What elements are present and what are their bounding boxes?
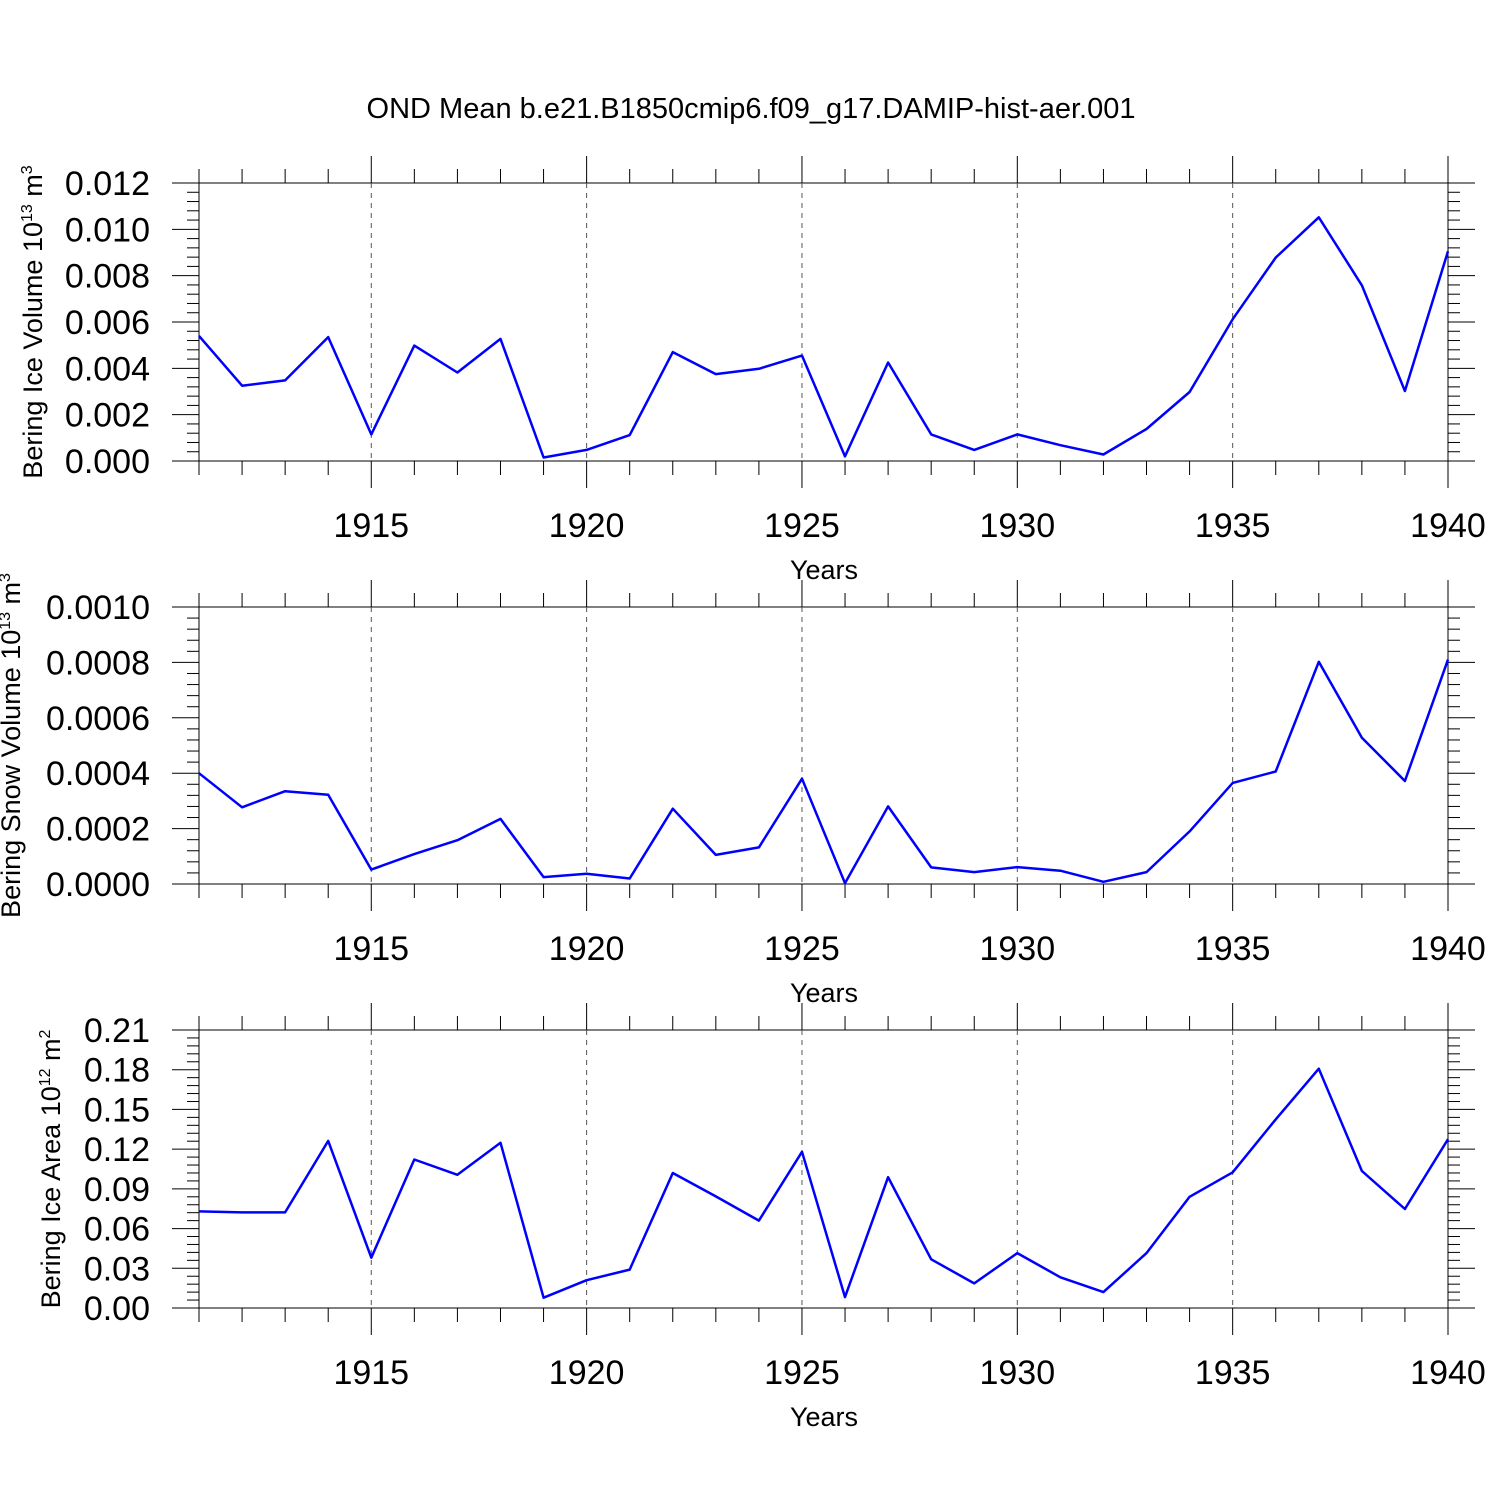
x-tick-label: 1920 (549, 1354, 625, 1392)
y-tick-label: 0.09 (84, 1171, 150, 1209)
x-tick-label: 1925 (764, 1354, 840, 1392)
y-tick-label: 0.012 (65, 165, 150, 203)
y-tick-label: 0.00 (84, 1290, 150, 1328)
x-tick-label: 1930 (979, 1354, 1055, 1392)
x-tick-label: 1925 (764, 930, 840, 968)
panel-snow-volume: 1915 1920 1925 1930 1935 1940 Years 0.0000 0.000… (0, 573, 1486, 1008)
y-tick-label: 0.010 (65, 211, 150, 249)
y-axis-title: Bering Ice Volume 1013 m3 (18, 165, 48, 478)
x-tick-label: 1940 (1410, 930, 1486, 968)
y-tick-label: 0.002 (65, 397, 150, 435)
main-title: OND Mean b.e21.B1850cmip6.f09_g17.DAMIP-… (367, 93, 1136, 125)
y-tick-label: 0.0004 (46, 755, 150, 793)
y-axis-title: Bering Ice Area 1012 m2 (36, 1029, 66, 1308)
series-line-snow-volume (198, 659, 1450, 885)
y-tick-label: 0.0008 (46, 644, 150, 682)
x-tick-label: 1925 (764, 507, 840, 545)
x-tick-label: 1930 (979, 507, 1055, 545)
x-tick-label: 1915 (333, 1354, 409, 1392)
x-tick-label: 1935 (1195, 930, 1271, 968)
x-tick-label: 1915 (333, 507, 409, 545)
x-tick-label: 1935 (1195, 507, 1271, 545)
y-tick-label: 0.06 (84, 1211, 150, 1249)
panel-ice-area: 1915 1920 1925 1930 1935 1940Years0.000.030.0… (36, 1003, 1486, 1432)
y-tick-label: 0.12 (84, 1131, 150, 1169)
x-axis-title: Years (790, 555, 858, 585)
panel-ice-volume: 1915 1920 1925 1930 1935 1940 Years 0.000 0.002 0… (18, 156, 1486, 585)
y-tick-label: 0.0006 (46, 700, 150, 738)
x-tick-label: 1940 (1410, 507, 1486, 545)
x-axis-title: Years (790, 978, 858, 1008)
series-line-ice-area (198, 1067, 1450, 1299)
y-tick-label: 0.004 (65, 350, 150, 388)
y-axis-title: Bering Snow Volume 1013 m3 (0, 573, 26, 918)
x-tick-label: 1920 (549, 930, 625, 968)
x-tick-label: 1940 (1410, 1354, 1486, 1392)
x-axis-title: Years (790, 1402, 858, 1432)
y-tick-label: 0.0000 (46, 866, 150, 904)
x-tick-label: 1915 (333, 930, 409, 968)
y-tick-label: 0.21 (84, 1012, 150, 1050)
y-tick-label: 0.03 (84, 1250, 150, 1288)
y-tick-label: 0.008 (65, 258, 150, 296)
y-tick-label: 0.000 (65, 443, 150, 481)
y-tick-label: 0.0002 (46, 811, 150, 849)
x-tick-label: 1935 (1195, 1354, 1271, 1392)
y-tick-label: 0.006 (65, 304, 150, 342)
y-tick-label: 0.0010 (46, 589, 150, 627)
x-tick-label: 1920 (549, 507, 625, 545)
x-tick-label: 1930 (979, 930, 1055, 968)
y-tick-label: 0.18 (84, 1052, 150, 1090)
series-line-ice-volume (198, 216, 1450, 459)
y-tick-label: 0.15 (84, 1091, 150, 1129)
